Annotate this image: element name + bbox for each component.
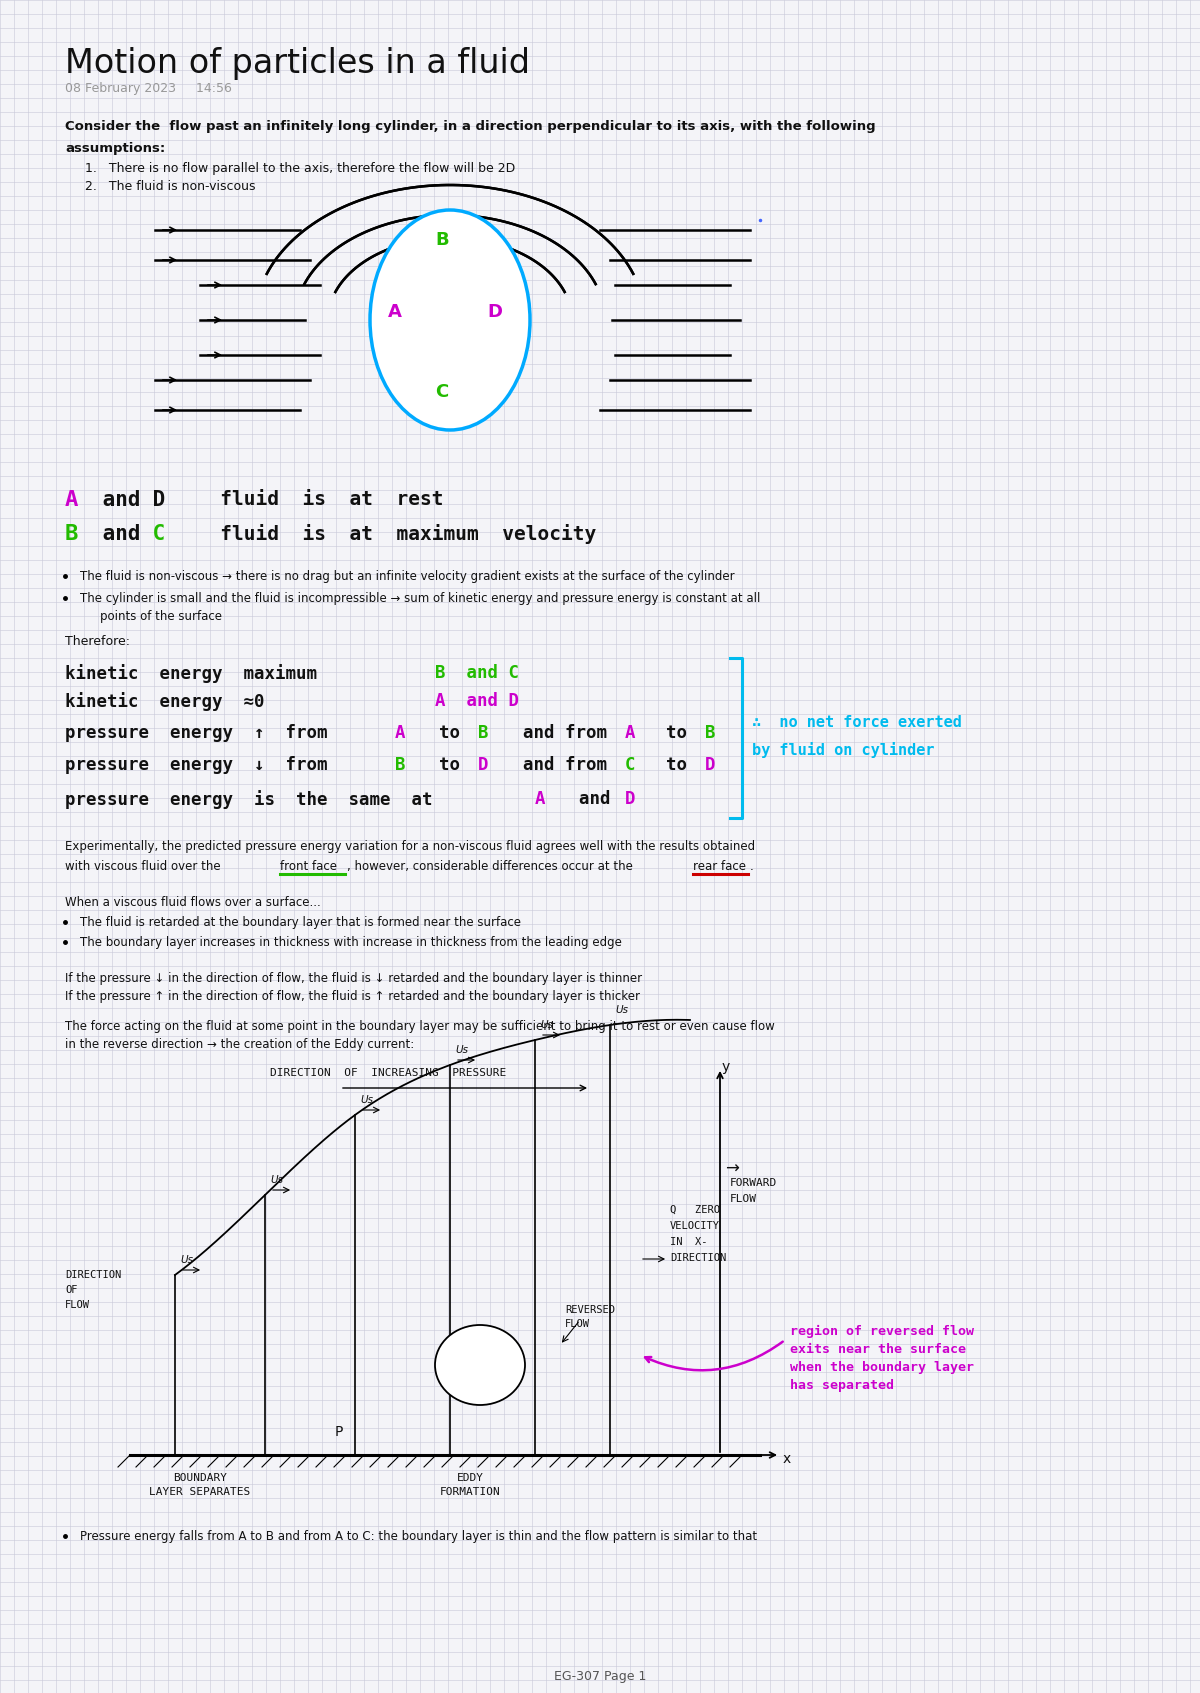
Text: and from: and from (502, 757, 607, 774)
Text: ∴  no net force exerted: ∴ no net force exerted (752, 714, 962, 730)
Text: pressure  energy  ↓  from: pressure energy ↓ from (65, 757, 328, 774)
Text: points of the surface: points of the surface (100, 609, 222, 623)
Text: Q   ZERO: Q ZERO (670, 1205, 720, 1216)
Text: A: A (388, 303, 402, 322)
Text: FLOW: FLOW (565, 1319, 590, 1329)
Text: DIRECTION: DIRECTION (670, 1253, 726, 1263)
Text: and from: and from (502, 725, 607, 742)
Ellipse shape (436, 1326, 526, 1405)
Text: FLOW: FLOW (730, 1194, 757, 1204)
Text: EG-307 Page 1: EG-307 Page 1 (554, 1669, 646, 1683)
Text: LAYER SEPARATES: LAYER SEPARATES (149, 1486, 251, 1497)
Text: DIRECTION  OF  INCREASING  PRESSURE: DIRECTION OF INCREASING PRESSURE (270, 1068, 506, 1078)
Text: by fluid on cylinder: by fluid on cylinder (752, 742, 935, 758)
Text: assumptions:: assumptions: (65, 142, 166, 156)
Text: Therefore:: Therefore: (65, 635, 130, 648)
Text: Us: Us (616, 1006, 628, 1016)
Text: rear face: rear face (694, 860, 746, 874)
Text: y: y (722, 1060, 731, 1073)
Text: A: A (395, 725, 406, 742)
Text: has separated: has separated (790, 1380, 894, 1392)
Text: 1.   There is no flow parallel to the axis, therefore the flow will be 2D: 1. There is no flow parallel to the axis… (85, 163, 515, 174)
Text: A: A (625, 725, 636, 742)
Text: VELOCITY: VELOCITY (670, 1221, 720, 1231)
Text: C: C (436, 383, 449, 401)
Text: 2.   The fluid is non-viscous: 2. The fluid is non-viscous (85, 179, 256, 193)
Text: D: D (478, 757, 488, 774)
Text: When a viscous fluid flows over a surface...: When a viscous fluid flows over a surfac… (65, 896, 320, 909)
Text: FORWARD: FORWARD (730, 1178, 778, 1188)
Text: P: P (335, 1426, 343, 1439)
Text: D: D (487, 303, 503, 322)
Text: fluid  is  at  rest: fluid is at rest (185, 489, 444, 510)
Text: B: B (706, 725, 715, 742)
Text: The cylinder is small and the fluid is incompressible → sum of kinetic energy an: The cylinder is small and the fluid is i… (80, 593, 761, 604)
Text: exits near the surface: exits near the surface (790, 1343, 966, 1356)
Text: The fluid is non-viscous → there is no drag but an infinite velocity gradient ex: The fluid is non-viscous → there is no d… (80, 571, 734, 582)
Text: C: C (140, 525, 166, 543)
Text: Us: Us (180, 1255, 193, 1265)
Text: Pressure energy falls from A to B and from A to C: the boundary layer is thin an: Pressure energy falls from A to B and fr… (80, 1530, 757, 1542)
Text: →: → (725, 1160, 739, 1178)
Text: The boundary layer increases in thickness with increase in thickness from the le: The boundary layer increases in thicknes… (80, 936, 622, 950)
Text: pressure  energy  is  the  same  at: pressure energy is the same at (65, 791, 432, 809)
Text: Us: Us (540, 1019, 553, 1029)
Text: The force acting on the fluid at some point in the boundary layer may be suffici: The force acting on the fluid at some po… (65, 1019, 775, 1033)
Text: when the boundary layer: when the boundary layer (790, 1361, 974, 1375)
Text: If the pressure ↑ in the direction of flow, the fluid is ↑ retarded and the boun: If the pressure ↑ in the direction of fl… (65, 990, 640, 1002)
Text: D: D (625, 791, 636, 808)
Text: REVERSED: REVERSED (565, 1305, 616, 1315)
Text: EDDY: EDDY (456, 1473, 484, 1483)
Text: A: A (65, 489, 78, 510)
Text: B: B (395, 757, 406, 774)
Text: x: x (784, 1453, 791, 1466)
Text: .: . (750, 860, 754, 874)
Text: Motion of particles in a fluid: Motion of particles in a fluid (65, 47, 530, 80)
Text: with viscous fluid over the: with viscous fluid over the (65, 860, 224, 874)
Text: to: to (418, 725, 481, 742)
Text: to: to (646, 757, 708, 774)
Text: and: and (90, 525, 140, 543)
Text: and: and (558, 791, 631, 808)
Text: fluid  is  at  maximum  velocity: fluid is at maximum velocity (185, 525, 596, 543)
Text: Consider the  flow past an infinitely long cylinder, in a direction perpendicula: Consider the flow past an infinitely lon… (65, 120, 876, 134)
Text: Us: Us (270, 1175, 283, 1185)
Text: to: to (646, 725, 708, 742)
Text: to: to (418, 757, 481, 774)
Text: A: A (535, 791, 546, 808)
Text: B  and C: B and C (436, 664, 520, 682)
Text: C: C (625, 757, 636, 774)
Text: Experimentally, the predicted pressure energy variation for a non-viscous fluid : Experimentally, the predicted pressure e… (65, 840, 755, 853)
Text: D: D (140, 489, 166, 510)
Text: FORMATION: FORMATION (439, 1486, 500, 1497)
Text: in the reverse direction → the creation of the Eddy current:: in the reverse direction → the creation … (65, 1038, 414, 1051)
Text: FLOW: FLOW (65, 1300, 90, 1310)
Text: kinetic  energy  ≈0: kinetic energy ≈0 (65, 692, 264, 711)
Text: IN  X-: IN X- (670, 1238, 708, 1248)
Text: DIRECTION: DIRECTION (65, 1270, 121, 1280)
Text: Us: Us (360, 1095, 373, 1106)
Text: D: D (706, 757, 715, 774)
Text: B: B (65, 525, 78, 543)
Text: pressure  energy  ↑  from: pressure energy ↑ from (65, 725, 328, 742)
Text: BOUNDARY: BOUNDARY (173, 1473, 227, 1483)
Text: If the pressure ↓ in the direction of flow, the fluid is ↓ retarded and the boun: If the pressure ↓ in the direction of fl… (65, 972, 642, 985)
Text: , however, considerable differences occur at the: , however, considerable differences occu… (347, 860, 637, 874)
Text: 08 February 2023     14:56: 08 February 2023 14:56 (65, 81, 232, 95)
Text: OF: OF (65, 1285, 78, 1295)
Text: and: and (90, 489, 140, 510)
Text: Us: Us (455, 1045, 468, 1055)
Text: front face: front face (280, 860, 337, 874)
Text: kinetic  energy  maximum: kinetic energy maximum (65, 664, 317, 682)
Text: A  and D: A and D (436, 692, 520, 709)
Text: region of reversed flow: region of reversed flow (790, 1326, 974, 1337)
Ellipse shape (370, 210, 530, 430)
Text: B: B (478, 725, 488, 742)
Text: B: B (436, 230, 449, 249)
Text: The fluid is retarded at the boundary layer that is formed near the surface: The fluid is retarded at the boundary la… (80, 916, 521, 929)
